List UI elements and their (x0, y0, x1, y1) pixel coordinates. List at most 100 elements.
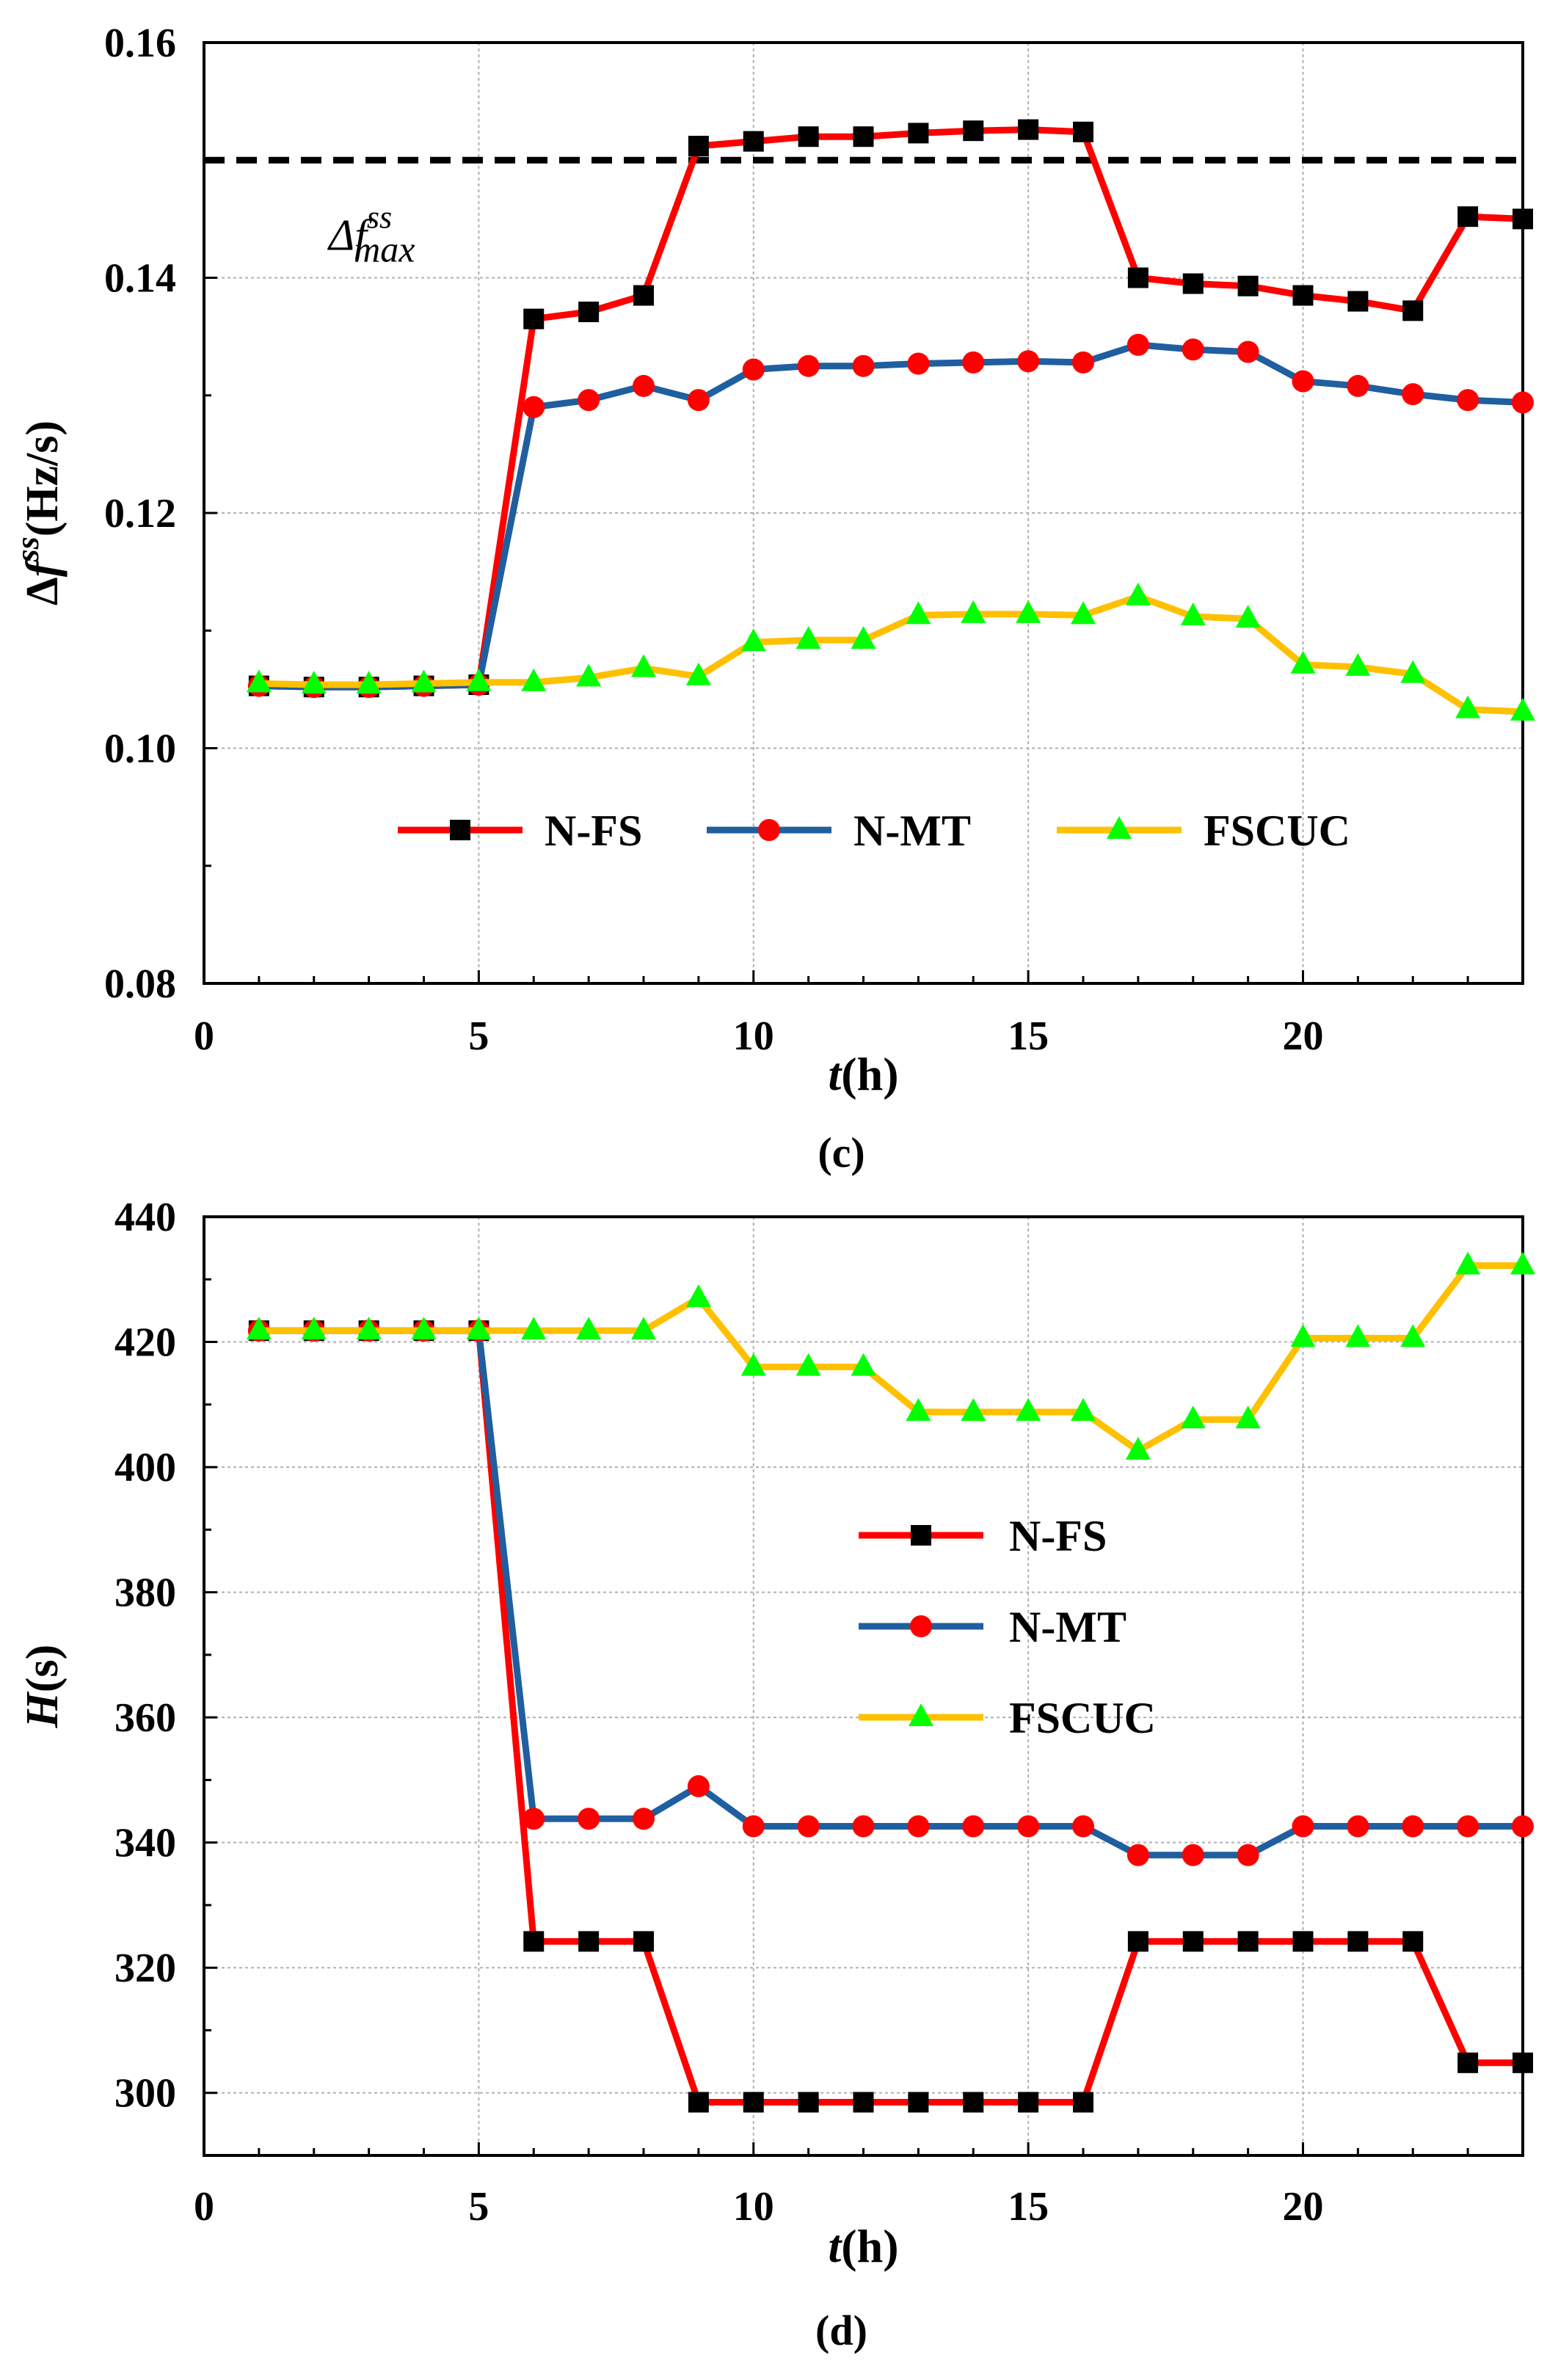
data-point (356, 1317, 382, 1340)
data-point (1125, 1436, 1151, 1460)
data-point (411, 669, 437, 693)
legend-item: N-MT (707, 807, 971, 855)
data-point (1180, 603, 1206, 626)
data-point (688, 2092, 709, 2113)
data-point (1126, 333, 1149, 356)
data-point (523, 1931, 545, 1952)
data-point (1237, 341, 1259, 363)
legend-item: FSCUC (859, 1694, 1156, 1742)
legend-swatch-marker (910, 1615, 932, 1637)
legend-swatch-marker (909, 1703, 933, 1726)
y-tick-label: 0.10 (104, 727, 176, 772)
y-axis-label: Δfss(Hz/s) (10, 421, 68, 605)
data-point (466, 1317, 492, 1340)
data-point (962, 1815, 985, 1838)
data-point (356, 670, 382, 694)
data-point (963, 2092, 984, 2113)
legend-item: N-FS (398, 807, 642, 855)
data-point (1512, 391, 1534, 414)
y-tick-label: 380 (114, 1571, 176, 1616)
data-point (961, 1398, 986, 1422)
data-point (798, 2092, 819, 2113)
legend-swatch-marker (450, 820, 470, 840)
data-point (907, 352, 930, 375)
panel-d-inertia-chart: 0 5 10 15 20 300 320 340 360 380 400 420 440 N-FS N-MT… (18, 1195, 1535, 2354)
y-tick-label: 420 (114, 1320, 176, 1366)
y-tick-label: 320 (114, 1946, 176, 1991)
data-point (963, 120, 984, 142)
y-tick-label: 0.12 (104, 491, 176, 536)
data-point (1016, 600, 1041, 623)
data-point (1072, 1815, 1094, 1838)
x-tick-label: 5 (468, 2184, 489, 2230)
data-point (1182, 338, 1204, 361)
data-point (301, 670, 327, 694)
data-point (687, 389, 710, 412)
data-point (1400, 1324, 1426, 1347)
data-point (466, 668, 492, 691)
data-point (631, 654, 656, 677)
data-point (576, 1317, 602, 1340)
data-point (246, 1317, 272, 1340)
data-point (853, 126, 874, 148)
data-point (1347, 1815, 1369, 1838)
panel-caption: (c) (818, 1129, 864, 1176)
ticks: 0 5 10 15 20 300 320 340 360 380 400 420 440 (114, 1195, 1524, 2230)
data-point (1126, 1844, 1149, 1866)
data-point (797, 1815, 820, 1838)
data-point (1455, 695, 1481, 718)
x-tick-label: 10 (733, 2184, 774, 2230)
series-n-mt (247, 333, 1534, 699)
data-point (1127, 1931, 1149, 1952)
y-tick-label: 400 (114, 1445, 176, 1491)
data-point (685, 662, 711, 685)
data-point (1071, 601, 1096, 625)
data-point (1182, 273, 1204, 294)
threshold-label: Δfss max (327, 199, 415, 269)
ticks: 0 5 10 15 20 0.08 0.10 0.12 0.14 0.16 (104, 21, 1524, 1059)
data-point (523, 396, 545, 418)
x-axis-label: t(h) (829, 2220, 899, 2272)
data-point (1402, 1931, 1424, 1952)
data-point (962, 351, 985, 374)
legend-label: N-FS (545, 807, 642, 855)
data-point (906, 601, 931, 625)
legend-swatch-marker (758, 819, 780, 841)
data-point (411, 1317, 437, 1340)
data-point (578, 1808, 600, 1830)
data-point (521, 1317, 547, 1340)
data-point (1237, 1931, 1259, 1952)
data-point (742, 358, 765, 381)
data-point (1347, 374, 1369, 397)
data-point (523, 308, 545, 330)
data-point (907, 1815, 930, 1838)
data-point (685, 1284, 711, 1307)
data-point (1073, 2092, 1093, 2113)
data-point (1457, 389, 1479, 412)
x-axis-label: t(h) (829, 1048, 899, 1100)
data-point (1290, 650, 1316, 674)
gridlines (204, 1217, 1523, 2155)
data-point (961, 600, 986, 623)
y-tick-label: 360 (114, 1695, 176, 1741)
data-point (1235, 1405, 1261, 1429)
data-point (906, 1398, 931, 1422)
legend-label: FSCUC (1009, 1694, 1156, 1742)
data-point (1402, 1815, 1424, 1838)
data-point (1073, 121, 1093, 142)
data-point (578, 389, 600, 412)
data-point (246, 669, 272, 693)
data-point (852, 354, 875, 377)
data-point (633, 1808, 655, 1830)
y-tick-label: 0.14 (104, 256, 176, 302)
data-point (1182, 1844, 1204, 1866)
data-point (633, 1931, 654, 1952)
data-point (578, 301, 600, 322)
data-point (1457, 1815, 1479, 1838)
data-point (578, 1931, 600, 1952)
data-point (1510, 1251, 1535, 1275)
data-point (1347, 291, 1369, 312)
legend: N-FS N-MT FSCUC (859, 1512, 1156, 1742)
data-point (853, 2092, 874, 2113)
data-point (1017, 1815, 1040, 1838)
